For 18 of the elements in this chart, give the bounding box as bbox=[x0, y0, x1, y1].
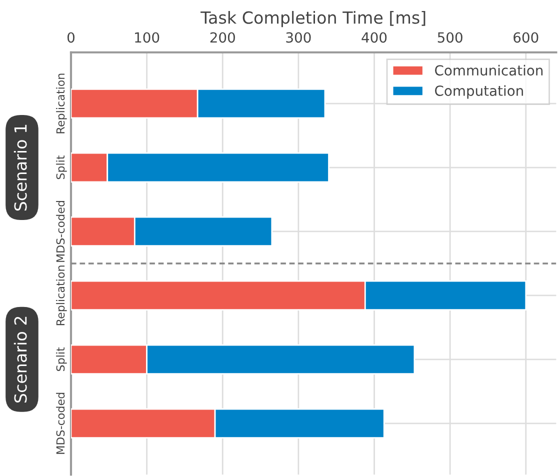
y-tick-label: Replication bbox=[56, 266, 67, 326]
y-tick-label: Split bbox=[56, 155, 67, 180]
legend-label: Computation bbox=[435, 85, 523, 99]
x-tick-label: 400 bbox=[362, 32, 387, 43]
text: Scenario 2 bbox=[14, 316, 27, 403]
y-tick-label: MDS-coded bbox=[56, 392, 65, 454]
x-tick-label: 200 bbox=[210, 32, 235, 43]
x-tick-label: 100 bbox=[135, 32, 160, 43]
x-tick-label: 600 bbox=[514, 32, 538, 43]
x-axis-title: Task Completion Time [ms] bbox=[200, 10, 426, 28]
x-tick-label: 0 bbox=[67, 32, 74, 43]
legend-label: Communication bbox=[435, 64, 543, 76]
x-tick-label: 500 bbox=[438, 32, 462, 43]
text: Scenario 1 bbox=[14, 124, 27, 211]
y-tick-label: MDS-coded bbox=[56, 200, 65, 262]
y-tick-label: Replication bbox=[56, 74, 67, 134]
x-tick-label: 300 bbox=[286, 32, 311, 43]
y-tick-label: Split bbox=[56, 347, 67, 372]
